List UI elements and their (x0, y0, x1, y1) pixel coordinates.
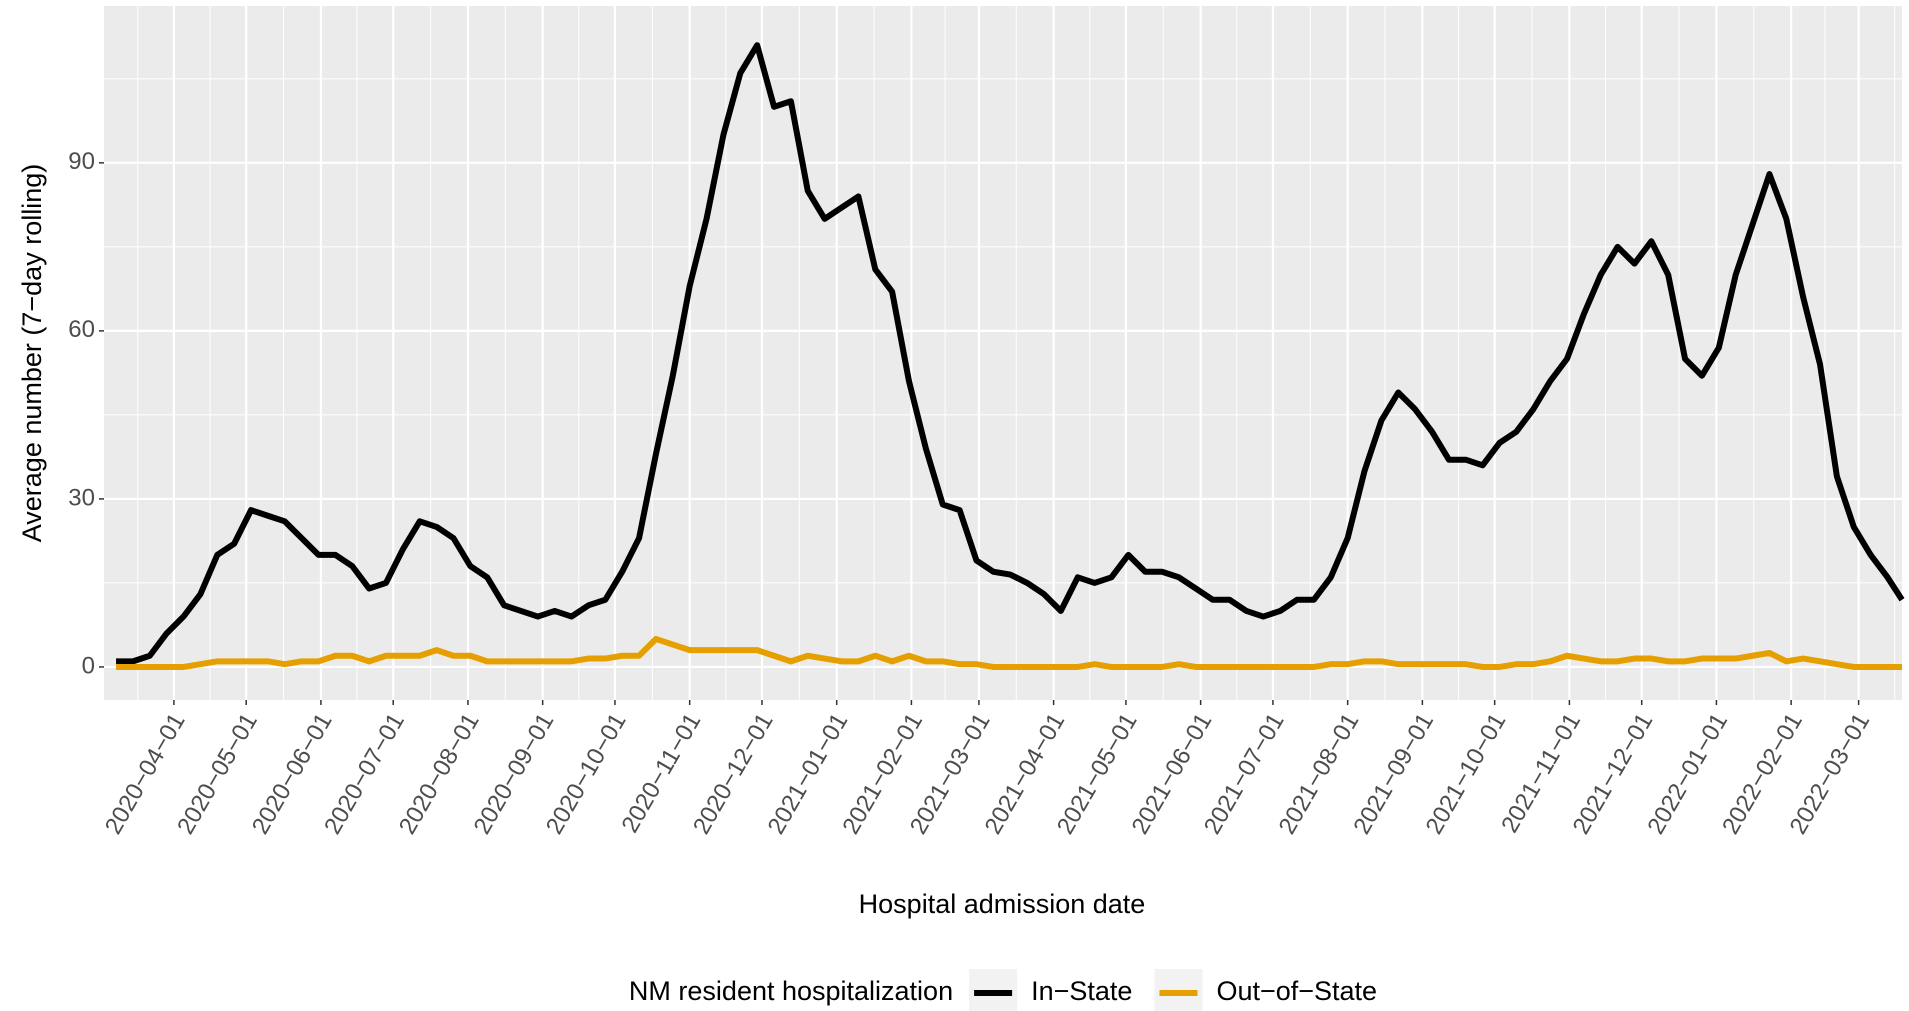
y-tick-label: 0 (82, 652, 95, 679)
y-tick-label: 30 (68, 484, 95, 511)
y-tick-label: 60 (68, 316, 95, 343)
series-line (116, 42, 1905, 665)
y-tick-label: 90 (68, 148, 95, 175)
legend-label: Out−of−State (1216, 976, 1377, 1006)
panel-background (104, 6, 1902, 700)
series-line (116, 635, 1902, 670)
y-axis-title: Average number (7−day rolling) (17, 164, 47, 542)
x-axis-title: Hospital admission date (859, 889, 1146, 919)
legend: NM resident hospitalization In−State Out−o… (629, 969, 1377, 1011)
legend-label: In−State (1031, 976, 1132, 1006)
legend-title: NM resident hospitalization (629, 976, 953, 1006)
